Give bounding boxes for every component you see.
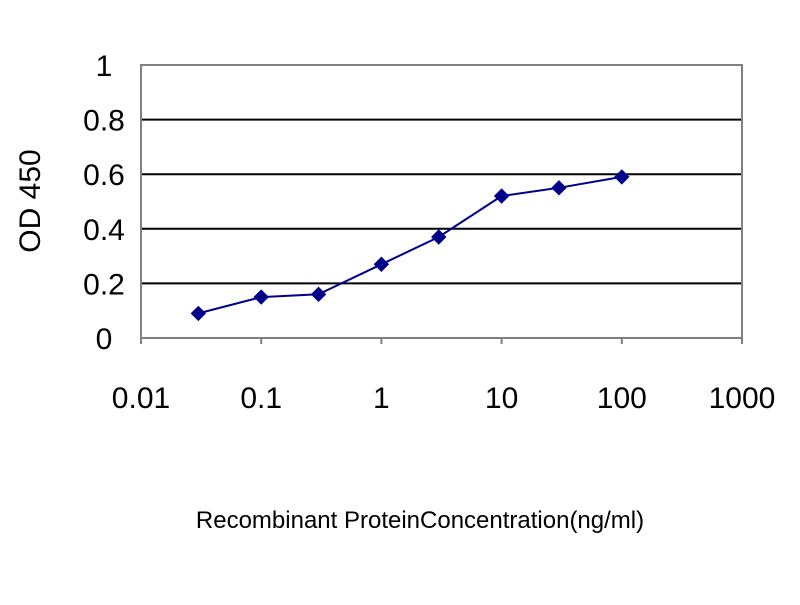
y-tick-label: 0.2 [83, 268, 125, 301]
data-point [551, 180, 567, 196]
data-point [614, 169, 630, 185]
series-line [198, 175, 622, 315]
y-tick-label: 0.4 [83, 214, 125, 247]
gridlines [141, 118, 742, 285]
y-tick-label: 0.6 [83, 159, 125, 192]
x-tick-label: 1 [373, 382, 390, 415]
x-axis-title: Recombinant ProteinConcentration(ng/ml) [196, 507, 644, 534]
data-point [431, 229, 447, 245]
data-point [373, 256, 390, 272]
y-tick-label: 1 [96, 50, 113, 83]
x-tick-label: 0.01 [112, 382, 170, 415]
data-point [493, 188, 510, 204]
x-tick-label: 0.1 [240, 382, 282, 415]
x-axis: 0.01 0.1 1 10 100 1000 [112, 338, 776, 415]
x-tick-label: 1000 [709, 382, 776, 415]
x-tick-label: 100 [597, 382, 647, 415]
data-point [190, 305, 207, 322]
plot-area [140, 64, 743, 339]
data-point [310, 286, 327, 303]
y-axis: 0 0.2 0.4 0.6 0.8 1 [83, 50, 125, 356]
y-tick-label: 0.8 [83, 105, 125, 138]
data-point [253, 289, 269, 305]
x-tick-label: 10 [485, 382, 518, 415]
y-tick-label: 0 [96, 323, 113, 356]
series [190, 169, 630, 322]
y-axis-title: OD 450 [14, 149, 47, 252]
